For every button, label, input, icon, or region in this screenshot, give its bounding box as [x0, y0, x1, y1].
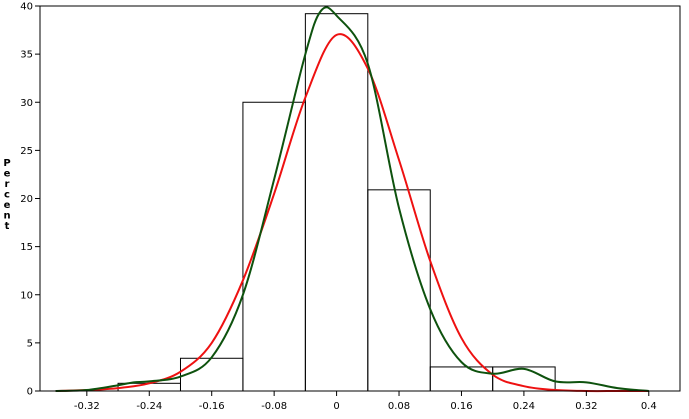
histogram-bar	[179, 357, 244, 392]
y-axis-label-char: t	[5, 221, 10, 232]
y-tick-label: 40	[20, 2, 33, 13]
histogram-bar	[429, 366, 494, 392]
y-axis-ticks: 0 5 10 15 20 25 30 35 40	[20, 2, 40, 398]
y-tick-label: 15	[20, 242, 33, 253]
x-tick-label: 0.16	[450, 401, 472, 412]
plot-frame	[39, 5, 681, 392]
y-tick-label: 0	[27, 387, 33, 398]
y-axis-label-char: n	[3, 211, 10, 222]
kernel-density-line	[55, 6, 649, 392]
y-axis-label-char: c	[4, 190, 10, 201]
y-tick-label: 35	[20, 50, 33, 61]
x-tick-label: 0.08	[388, 401, 410, 412]
x-tick-label: -0.16	[199, 401, 225, 412]
normal-curve-line	[55, 33, 649, 393]
y-tick-label: 5	[27, 338, 33, 349]
y-tick-label: 25	[20, 146, 33, 157]
x-tick-label: 0.24	[513, 401, 535, 412]
x-tick-label: 0	[333, 401, 339, 412]
y-axis-label-char: e	[4, 200, 11, 211]
histogram-bar	[242, 101, 306, 392]
y-tick-label: 20	[20, 194, 33, 205]
histogram-bars	[117, 13, 556, 392]
histogram-bar	[367, 189, 431, 392]
y-axis-label-char: P	[3, 158, 10, 169]
x-tick-label: -0.32	[74, 401, 100, 412]
x-tick-label: -0.24	[136, 401, 162, 412]
y-tick-label: 30	[20, 98, 33, 109]
x-axis-ticks: -0.32 -0.24 -0.16 -0.08 0 0.08 0.16 0.24 0.32 0.4	[74, 391, 657, 412]
x-tick-label: 0.32	[575, 401, 597, 412]
y-axis-label-char: e	[4, 169, 11, 180]
histogram-bar	[304, 13, 369, 392]
density-curves	[55, 6, 649, 393]
x-tick-label: -0.08	[261, 401, 287, 412]
y-axis-label-char: r	[5, 179, 10, 190]
x-tick-label: 0.4	[641, 401, 657, 412]
y-tick-label: 10	[20, 290, 33, 301]
